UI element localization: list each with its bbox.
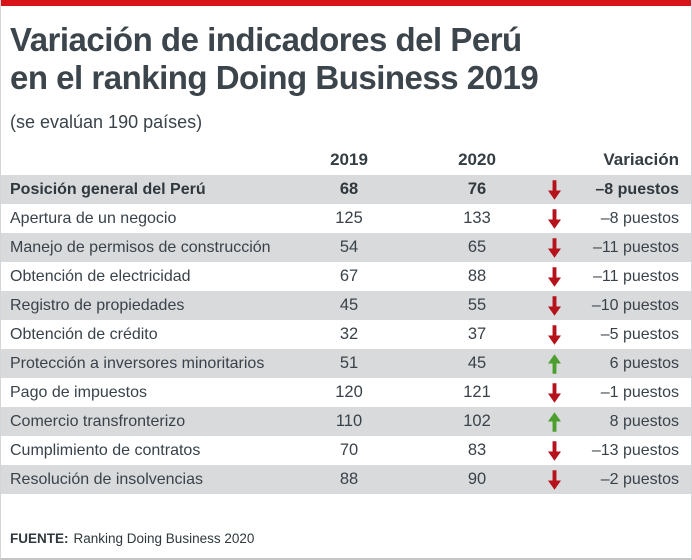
indicator-label: Comercio transfronterizo — [10, 412, 186, 430]
value-2020: 65 — [467, 238, 487, 256]
variation-label: –11 puestos — [593, 238, 679, 256]
value-2020: 55 — [467, 296, 487, 314]
arrow-down-icon — [533, 204, 575, 233]
arrow-down-icon — [533, 320, 575, 349]
top-accent-bar — [1, 0, 691, 6]
indicator-label: Obtención de crédito — [10, 325, 158, 343]
variation-label: –11 puestos — [593, 267, 679, 285]
table-body: Posición general del Perú 68 76 –8 puest… — [1, 175, 691, 494]
value-2020: 88 — [467, 267, 487, 285]
value-2020: 133 — [463, 209, 491, 227]
table-row: Obtención de electricidad 67 88 –11 pues… — [1, 262, 691, 291]
variation-label: –5 puestos — [600, 325, 679, 343]
variation-label: –2 puestos — [600, 470, 679, 488]
value-2019: 88 — [339, 470, 359, 488]
table-row: Apertura de un negocio 125 133 –8 puesto… — [1, 204, 691, 233]
header-2019: 2019 — [330, 150, 368, 169]
arrow-down-icon — [533, 291, 575, 320]
page-title: Variación de indicadores del Perú en el … — [10, 21, 681, 97]
value-2019: 110 — [335, 412, 363, 430]
value-2020: 121 — [463, 383, 491, 401]
arrow-down-icon — [533, 378, 575, 407]
value-2020: 45 — [467, 354, 487, 372]
arrow-down-icon — [533, 436, 575, 465]
table-row: Posición general del Perú 68 76 –8 puest… — [1, 175, 691, 204]
table-row: Cumplimiento de contratos 70 83 –13 pues… — [1, 436, 691, 465]
subtitle: (se evalúan 190 países) — [10, 112, 203, 132]
table-row: Protección a inversores minoritarios 51 … — [1, 349, 691, 378]
value-2020: 90 — [467, 470, 487, 488]
value-2019: 120 — [335, 383, 363, 401]
variation-label: –13 puestos — [591, 441, 679, 459]
value-2019: 32 — [339, 325, 359, 343]
indicator-label: Obtención de electricidad — [10, 267, 191, 285]
title-line-1: Variación de indicadores del Perú — [10, 21, 522, 58]
table-row: Registro de propiedades 45 55 –10 puesto… — [1, 291, 691, 320]
source-footer: FUENTE: Ranking Doing Business 2020 — [1, 531, 691, 558]
indicator-label: Pago de impuestos — [10, 383, 147, 401]
table-row: Comercio transfronterizo 110 102 8 puest… — [1, 407, 691, 436]
table-row: Obtención de crédito 32 37 –5 puestos — [1, 320, 691, 349]
table-row: Pago de impuestos 120 121 –1 puestos — [1, 378, 691, 407]
value-2019: 51 — [339, 354, 359, 372]
variation-label: 8 puestos — [609, 412, 679, 430]
value-2019: 67 — [339, 267, 359, 285]
variation-label: –8 puestos — [595, 180, 679, 198]
indicator-label: Posición general del Perú — [10, 180, 206, 198]
value-2020: 37 — [467, 325, 487, 343]
value-2019: 45 — [339, 296, 359, 314]
indicators-table: 2019 2020 Variación Posición general del… — [1, 145, 691, 494]
value-2019: 54 — [339, 238, 359, 256]
source-text: Ranking Doing Business 2020 — [73, 531, 255, 546]
variation-label: –8 puestos — [600, 209, 679, 227]
variation-label: –10 puestos — [591, 296, 679, 314]
value-2020: 76 — [467, 180, 487, 198]
value-2020: 102 — [463, 412, 491, 430]
arrow-up-icon — [533, 349, 575, 378]
indicator-label: Resolución de insolvencias — [10, 470, 203, 488]
value-2019: 125 — [335, 209, 363, 227]
indicator-label: Registro de propiedades — [10, 296, 185, 314]
indicator-label: Manejo de permisos de construcción — [10, 238, 271, 256]
table-row: Manejo de permisos de construcción 54 65… — [1, 233, 691, 262]
arrow-up-icon — [533, 407, 575, 436]
variation-label: 6 puestos — [609, 354, 679, 372]
header-2020: 2020 — [458, 150, 496, 169]
arrow-down-icon — [533, 465, 575, 494]
table-row: Resolución de insolvencias 88 90 –2 pues… — [1, 465, 691, 494]
indicator-label: Apertura de un negocio — [10, 209, 177, 227]
value-2020: 83 — [467, 441, 487, 459]
value-2019: 70 — [339, 441, 359, 459]
value-2019: 68 — [339, 180, 359, 198]
arrow-down-icon — [533, 262, 575, 291]
source-label: FUENTE: — [10, 531, 69, 546]
arrow-down-icon — [533, 233, 575, 262]
table-header-row: 2019 2020 Variación — [1, 145, 691, 175]
header: Variación de indicadores del Perú en el … — [1, 6, 691, 133]
indicator-label: Protección a inversores minoritarios — [10, 354, 265, 372]
variation-label: –1 puestos — [600, 383, 679, 401]
title-line-2: en el ranking Doing Business 2019 — [10, 59, 539, 96]
indicator-label: Cumplimiento de contratos — [10, 441, 201, 459]
header-variation: Variación — [603, 150, 679, 169]
arrow-down-icon — [533, 175, 575, 204]
